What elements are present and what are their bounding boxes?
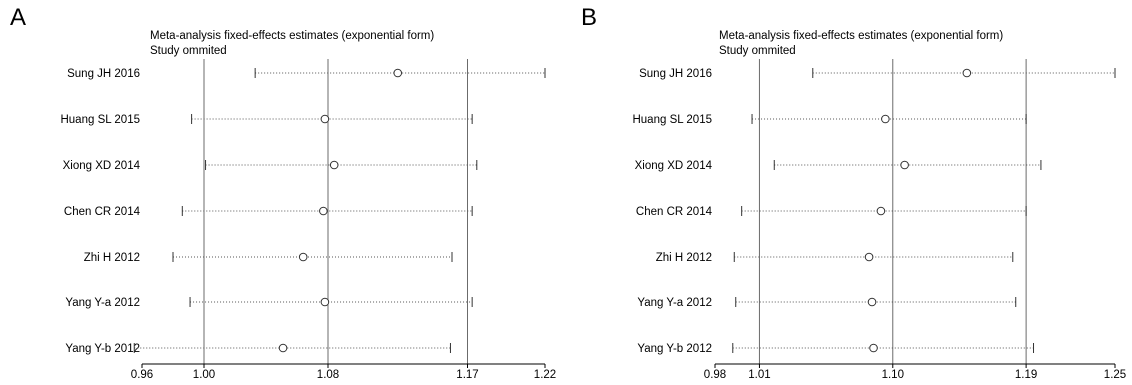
x-tick-label: 0.96 [131,369,153,381]
study-label: Huang SL 2015 [632,114,712,126]
x-tick-label: 1.19 [1015,369,1037,381]
chart-title: Meta-analysis fixed-effects estimates (e… [150,30,434,42]
point-estimate [298,252,308,262]
x-tick-label: 1.01 [748,369,770,381]
point-estimate [393,68,403,78]
study-label: Yang Y-b 2012 [65,343,140,355]
panel-label: A [10,4,26,31]
study-label: Chen CR 2014 [64,206,141,218]
point-estimate [278,343,288,353]
x-tick-label: 1.25 [1104,369,1126,381]
x-tick-label: 1.17 [456,369,478,381]
point-estimate [881,114,890,124]
study-label: Yang Y-b 2012 [637,343,712,355]
chart-subtitle: Study ommited [150,45,227,57]
study-label: Zhi H 2012 [84,252,140,264]
forest-panel-a: A Meta-analysis fixed-effects estimates (… [10,4,556,381]
point-estimate [864,252,874,262]
study-label: Huang SL 2015 [60,114,140,126]
x-tick-label: 1.00 [193,369,215,381]
forest-panel-b: B Meta-analysis fixed-effects estimates (… [581,4,1126,381]
point-estimate [900,160,909,170]
x-tick-label: 1.10 [882,369,904,381]
point-estimate [962,68,972,78]
x-tick-label: 0.98 [704,369,726,381]
point-estimate [329,160,339,170]
point-estimate [319,206,328,216]
study-label: Sung JH 2016 [67,68,140,80]
study-label: Zhi H 2012 [656,252,712,264]
study-label: Chen CR 2014 [636,206,713,218]
study-label: Yang Y-a 2012 [637,297,712,309]
study-label: Yang Y-a 2012 [65,297,140,309]
chart-title: Meta-analysis fixed-effects estimates (e… [719,30,1003,42]
study-label: Xiong XD 2014 [635,160,713,172]
x-tick-label: 1.22 [534,369,556,381]
study-label: Xiong XD 2014 [63,160,141,172]
point-estimate [869,343,878,353]
panel-label: B [581,4,597,31]
x-tick-label: 1.08 [317,369,339,381]
point-estimate [867,297,877,307]
point-estimate [876,206,886,216]
point-estimate [320,114,330,124]
point-estimate [320,297,330,307]
chart-subtitle: Study ommited [719,45,796,57]
study-label: Sung JH 2016 [639,68,712,80]
